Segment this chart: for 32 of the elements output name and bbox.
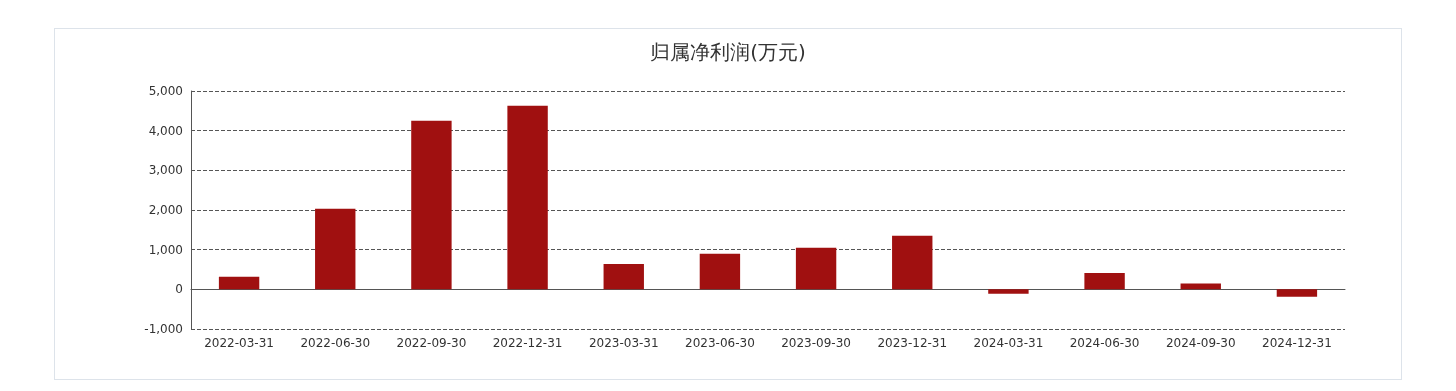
bar [603,263,644,290]
y-tick-label: 5,000 [148,84,183,98]
bar [1276,289,1318,297]
bar [699,253,741,290]
y-tick-label: 0 [175,282,183,297]
x-tick-label: 2024-03-31 [973,336,1044,350]
x-tick-label: 2022-12-31 [492,336,563,350]
x-tick-label: 2023-09-30 [781,336,851,350]
x-tick-label: 2023-06-30 [685,336,755,350]
y-tick-label: 1,000 [148,242,183,257]
x-tick-label: 2023-12-31 [877,336,948,350]
bar [507,105,548,290]
x-tick-label: 2023-03-31 [588,336,659,350]
bar [1180,283,1221,290]
bar [892,235,933,290]
x-tick-label: 2024-09-30 [1165,336,1236,350]
y-tick-label: 4,000 [148,123,183,138]
bar [411,120,452,290]
x-tick-label: 2024-12-31 [1262,336,1332,350]
bar [795,247,837,290]
bar [988,289,1029,294]
x-tick-label: 2022-06-30 [300,336,371,350]
y-tick-label: 3,000 [148,163,183,178]
bar [1084,273,1125,290]
bar [218,276,260,290]
x-tick-label: 2022-03-31 [204,336,274,350]
y-tick-label: 2,000 [148,203,183,217]
bar [315,208,356,290]
chart-title: 归属净利润(万元) [650,40,806,64]
x-tick-label: 2024-06-30 [1069,336,1140,350]
x-tick-label: 2022-09-30 [396,336,467,350]
y-tick-label: -1,000 [144,322,183,336]
